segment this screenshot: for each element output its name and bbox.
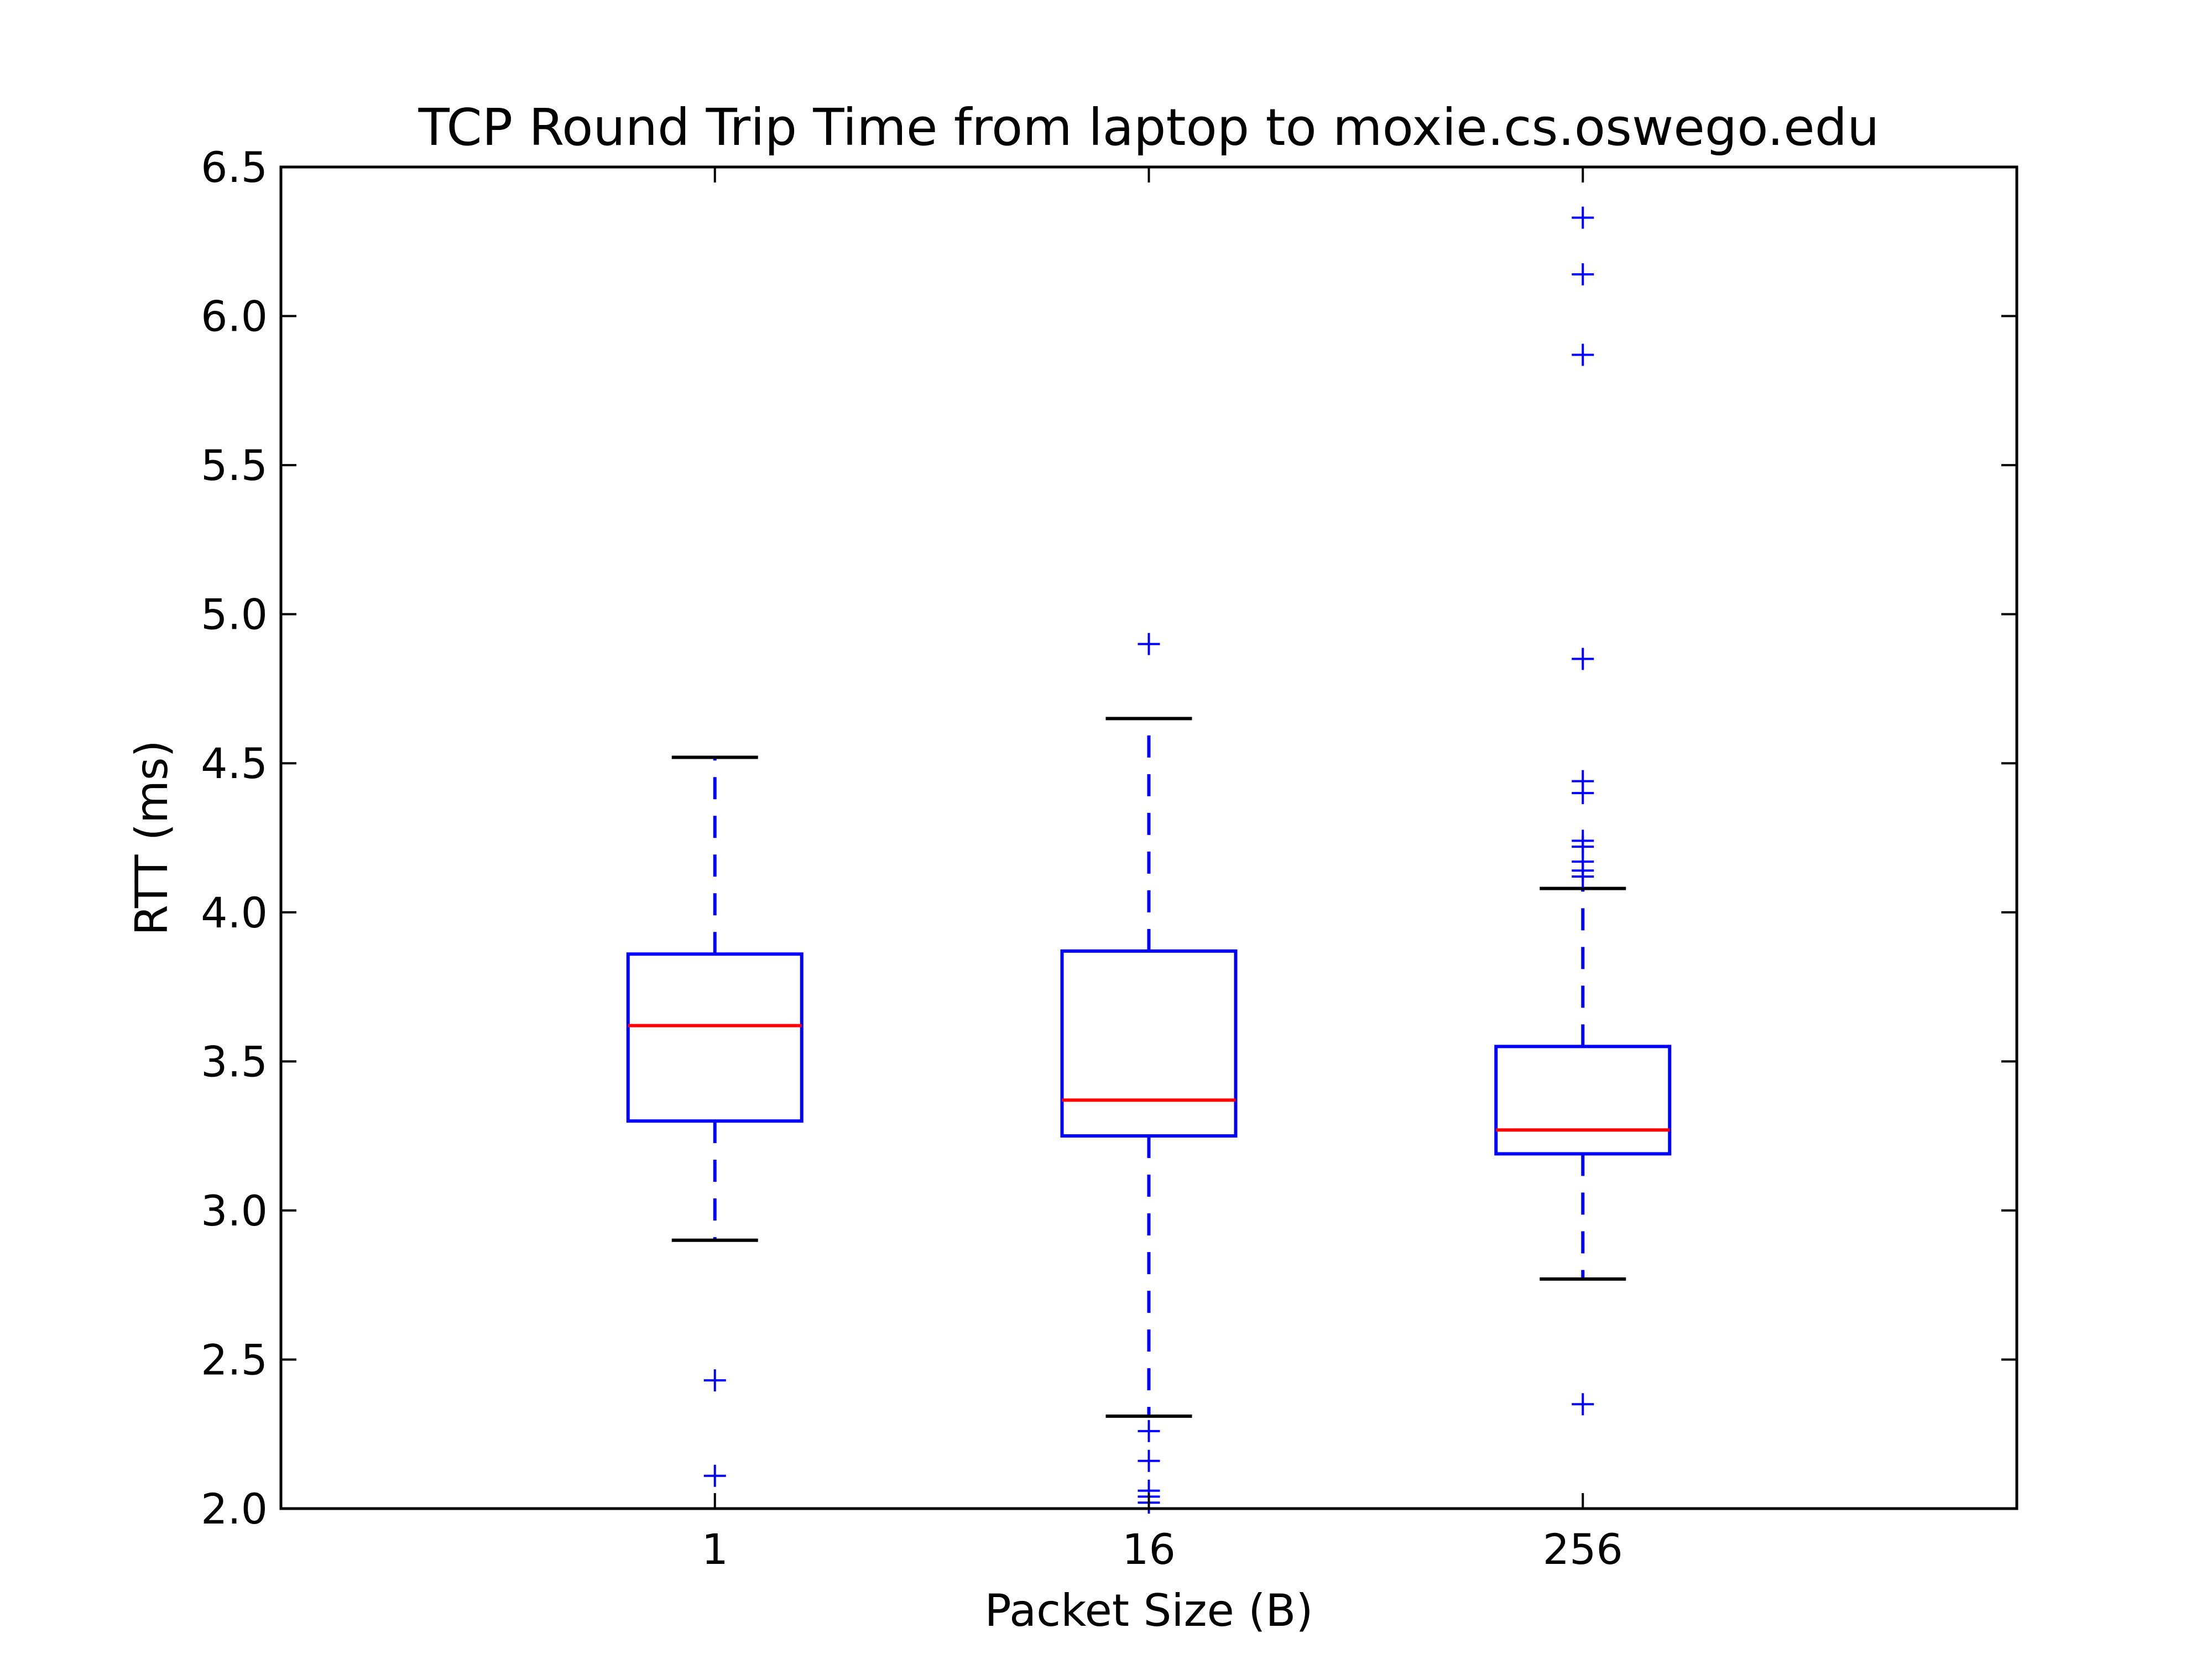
y-tick-label: 6.0: [201, 292, 268, 341]
y-tick-label: 4.0: [201, 888, 268, 937]
iqr-box: [626, 952, 804, 1123]
outlier-point: [1138, 633, 1160, 655]
y-tick-label: 4.5: [201, 739, 268, 788]
outlier-point: [1572, 1393, 1594, 1416]
y-tick-label: 6.5: [201, 143, 268, 192]
x-tick-label: 256: [1543, 1525, 1623, 1574]
y-tick-label: 3.0: [201, 1186, 268, 1235]
outlier-point: [703, 1369, 726, 1392]
x-axis-label: Packet Size (B): [984, 1585, 1313, 1636]
outlier-point: [1572, 865, 1594, 888]
plot-area-frame: [279, 165, 2018, 1510]
iqr-box: [1060, 949, 1238, 1138]
outlier-point: [1138, 1420, 1160, 1442]
chart-title: TCP Round Trip Time from laptop to moxie…: [418, 98, 1880, 157]
y-tick-label: 2.0: [201, 1484, 268, 1533]
outlier-point: [1572, 782, 1594, 805]
x-tick-label: 16: [1122, 1525, 1176, 1574]
y-axis-label: RTT (ms): [126, 740, 178, 936]
axis-ticks: 2.0 2.5 3.0 3.5 4.0 4.5 5.0 5.5 6.0 6.5 1 16 256: [201, 143, 2017, 1574]
outlier-point: [1572, 343, 1594, 366]
outlier-point: [1572, 263, 1594, 286]
outlier-point: [1138, 1449, 1160, 1472]
plot-marks: [626, 206, 1672, 1514]
y-tick-label: 5.5: [201, 441, 268, 490]
y-tick-label: 3.5: [201, 1037, 268, 1086]
outlier-point: [1572, 206, 1594, 229]
iqr-box: [1494, 1045, 1672, 1156]
outlier-point: [1572, 648, 1594, 670]
y-tick-label: 2.5: [201, 1335, 268, 1384]
x-tick-label: 1: [702, 1525, 728, 1574]
y-tick-label: 5.0: [201, 590, 268, 639]
outlier-point: [703, 1464, 726, 1487]
